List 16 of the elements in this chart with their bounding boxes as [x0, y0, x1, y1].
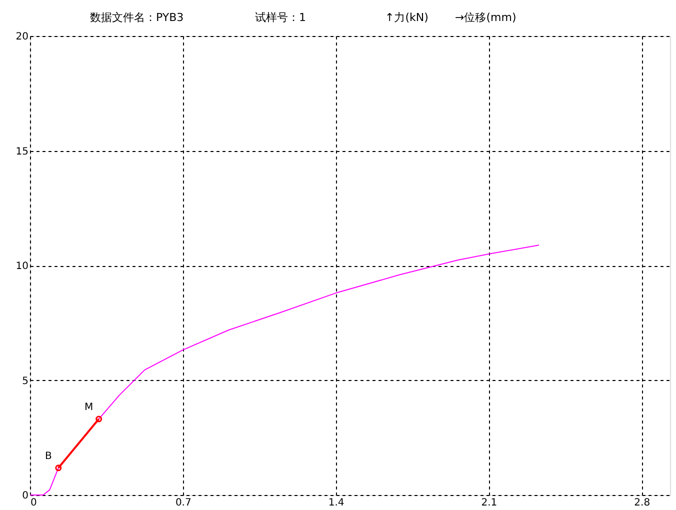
annotation: M: [84, 402, 94, 414]
y-tick-label: 5: [22, 376, 28, 387]
y-tick-label: 0: [22, 490, 28, 502]
x-tick-label: 2.8: [634, 498, 650, 508]
text: ↑力(kN): [385, 11, 428, 24]
x-tick-label: 0: [30, 498, 37, 508]
y-tick-label: 10: [16, 261, 28, 272]
x-tick-label: 0.7: [175, 498, 192, 508]
text: 数据文件名：PYB3: [90, 11, 184, 24]
text: 试样号：1: [255, 11, 306, 24]
y-tick-label: 15: [16, 146, 28, 158]
y-tick-label: 20: [16, 32, 28, 42]
annotation: B: [44, 450, 52, 462]
x-tick-label: 2.1: [481, 498, 498, 508]
x-tick-label: 1.4: [328, 498, 344, 508]
text: →位移(mm): [455, 11, 516, 24]
